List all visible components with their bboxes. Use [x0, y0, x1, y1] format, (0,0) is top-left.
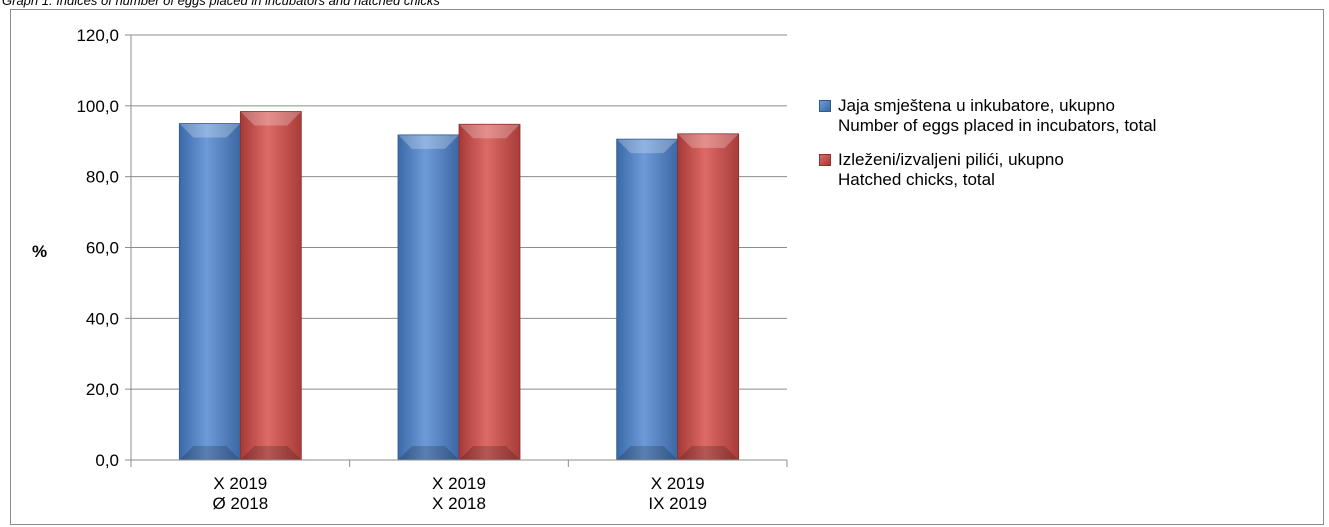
bar-bevel-bottom [616, 446, 678, 460]
bar-body [459, 124, 520, 460]
y-tick-label: 80,0 [86, 168, 119, 187]
x-category-label: X 2019 [213, 474, 267, 493]
bar [397, 134, 460, 461]
y-tick-label: 60,0 [86, 239, 119, 258]
bar-body [179, 123, 241, 461]
x-category-label: X 2019 [432, 474, 486, 493]
legend-label-chicks-line2: Hatched chicks, total [838, 170, 995, 189]
bar-bevel-bottom [459, 446, 520, 460]
legend-swatch-eggs [819, 100, 831, 112]
bar-body [398, 134, 459, 460]
y-axis-label: % [32, 242, 47, 261]
x-category-label: Ø 2018 [212, 494, 268, 513]
legend: Jaja smještena u inkubatore, ukupno Numb… [819, 96, 1156, 204]
bar-bevel-bottom [240, 446, 302, 460]
y-tick-label: 120,0 [76, 26, 119, 45]
x-category-label: X 2018 [432, 494, 486, 513]
bar [178, 123, 241, 461]
legend-label-eggs-line2: Number of eggs placed in incubators, tot… [838, 116, 1157, 135]
bar-bevel-bottom [398, 446, 459, 460]
chart-frame [10, 9, 1324, 525]
legend-swatch-chicks [819, 154, 831, 166]
bar-bevel-top [677, 133, 739, 148]
bar-bevel-top [398, 134, 459, 149]
y-tick-label: 100,0 [76, 97, 119, 116]
legend-item-eggs: Jaja smještena u inkubatore, ukupno Numb… [819, 96, 1156, 136]
y-tick-label: 20,0 [86, 380, 119, 399]
bar [677, 133, 740, 461]
bar [458, 123, 521, 461]
bar [616, 138, 679, 461]
legend-label-chicks-line1: Izleženi/izvaljeni pilići, ukupno [838, 150, 1064, 169]
y-tick-label: 40,0 [86, 309, 119, 328]
y-tick-label: 0,0 [95, 451, 119, 470]
bar-bevel-top [240, 111, 302, 126]
bar-body [240, 111, 302, 460]
bar-body [616, 139, 678, 460]
bar-bevel-bottom [179, 446, 241, 460]
bar-bevel-bottom [677, 446, 739, 460]
bars [178, 111, 740, 461]
bar [239, 111, 302, 461]
x-category-label: X 2019 [651, 474, 705, 493]
bar-bevel-top [616, 139, 678, 154]
legend-label-eggs-line1: Jaja smještena u inkubatore, ukupno [838, 96, 1115, 115]
bar-body [677, 133, 739, 460]
bar-bevel-top [179, 123, 241, 138]
x-category-label: IX 2019 [648, 494, 707, 513]
bar-bevel-top [459, 124, 520, 139]
legend-item-chicks: Izleženi/izvaljeni pilići, ukupno Hatche… [819, 150, 1156, 190]
chart-caption: Graph 1. Indices of number of eggs place… [2, 0, 440, 8]
